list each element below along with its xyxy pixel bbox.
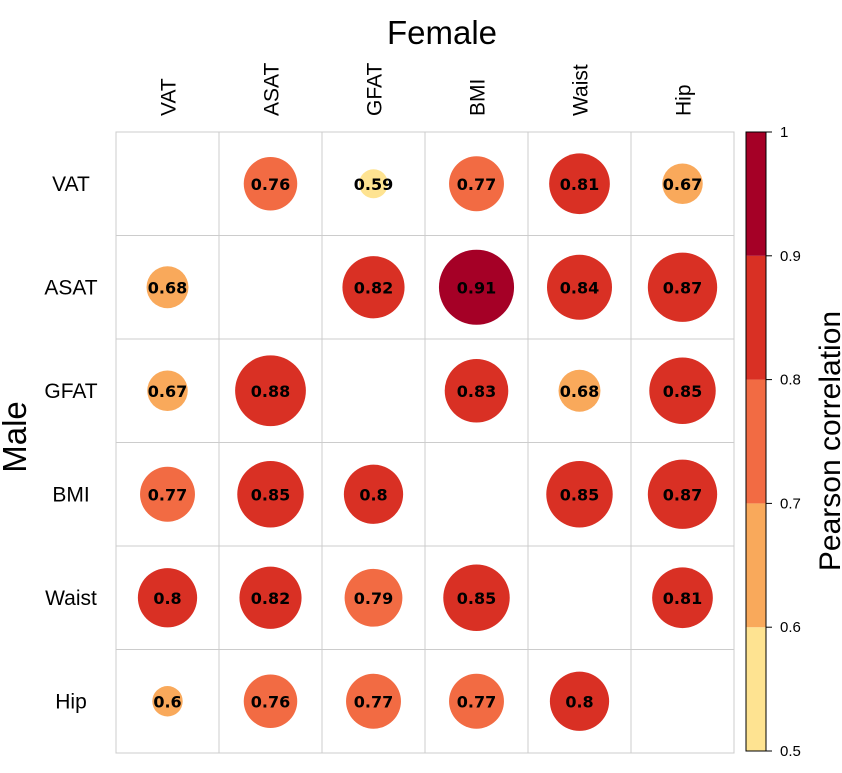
correlation-value: 0.59 [354, 175, 393, 194]
correlation-value: 0.8 [565, 692, 593, 711]
y-axis-title: Male [0, 401, 33, 473]
row-label: ASAT [44, 276, 97, 299]
row-label: Hip [55, 690, 87, 713]
correlation-circle [146, 266, 189, 309]
correlation-circle [444, 358, 509, 423]
column-label: GFAT [364, 63, 387, 116]
correlation-value: 0.76 [251, 692, 290, 711]
correlation-circle [549, 671, 610, 731]
correlation-circle [549, 153, 610, 215]
correlation-value: 0.87 [663, 485, 702, 504]
correlation-value: 0.82 [251, 589, 290, 608]
correlation-circle [449, 673, 504, 729]
row-label: BMI [52, 483, 89, 506]
correlation-value: 0.79 [354, 589, 393, 608]
correlation-circle [546, 254, 613, 320]
correlation-value: 0.87 [663, 278, 702, 297]
correlation-circle [237, 461, 304, 528]
correlation-value: 0.77 [457, 175, 496, 194]
correlation-circle [342, 256, 405, 319]
correlation-circle [443, 564, 510, 631]
correlation-value: 0.67 [148, 382, 187, 401]
colorbar-tick-label: 0.6 [780, 619, 801, 636]
row-label: GFAT [44, 380, 97, 403]
colorbar-tick-label: 0.7 [780, 495, 801, 512]
correlation-circle [235, 355, 306, 427]
correlation-circle [346, 673, 401, 729]
circles [137, 153, 718, 731]
colorbar: 0.5 0.6 0.7 0.8 0.9 1 [745, 124, 801, 760]
grid [115, 131, 735, 754]
correlation-circle [243, 674, 298, 728]
colorbar-tick-label: 0.8 [780, 372, 801, 389]
correlation-circle [147, 370, 188, 412]
correlation-circle [243, 157, 298, 211]
correlation-circle [344, 568, 403, 627]
correlation-value: 0.81 [663, 589, 702, 608]
correlation-circle [152, 686, 183, 717]
colorbar-segment [746, 503, 766, 628]
column-label: VAT [158, 78, 181, 116]
correlation-circle [239, 566, 302, 629]
column-label: ASAT [261, 63, 284, 116]
correlation-value: 0.6 [153, 692, 181, 711]
correlation-value: 0.76 [251, 175, 290, 194]
correlation-value: 0.84 [560, 278, 599, 297]
correlation-circle [546, 461, 613, 528]
correlation-value: 0.77 [354, 692, 393, 711]
colorbar-segment [746, 379, 766, 504]
correlation-value: 0.8 [359, 485, 387, 504]
correlation-circle [662, 163, 703, 205]
correlation-value: 0.68 [148, 278, 187, 297]
correlation-circle [647, 252, 718, 322]
correlation-value: 0.77 [457, 692, 496, 711]
correlation-circle [449, 156, 504, 212]
row-label: Waist [45, 587, 97, 610]
correlation-value: 0.85 [663, 382, 702, 401]
correlation-circle [558, 369, 601, 412]
correlation-circle [343, 464, 404, 524]
correlation-circle [140, 466, 195, 522]
colorbar-segment [746, 255, 766, 380]
correlation-value: 0.81 [560, 175, 599, 194]
colorbar-segment [746, 132, 766, 256]
correlation-value: 0.88 [251, 382, 290, 401]
correlation-value: 0.77 [148, 485, 187, 504]
colorbar-tick-label: 0.5 [780, 743, 801, 760]
x-axis-title: Female [387, 14, 497, 51]
correlation-value: 0.8 [153, 589, 181, 608]
correlation-circle [649, 357, 716, 424]
column-label: BMI [467, 79, 490, 116]
colorbar-segment [746, 627, 766, 751]
correlation-value: 0.91 [457, 278, 496, 297]
column-label: Hip [673, 84, 696, 116]
colorbar-frame [745, 131, 767, 752]
correlation-circle [137, 568, 198, 628]
row-labels: VAT ASAT GFAT BMI Waist Hip [44, 173, 97, 714]
correlation-value: 0.85 [457, 589, 496, 608]
correlation-value: 0.85 [251, 485, 290, 504]
column-labels: VAT ASAT GFAT BMI Waist Hip [158, 63, 696, 116]
column-label: Waist [570, 64, 593, 116]
correlation-circle [652, 567, 713, 629]
correlation-value: 0.82 [354, 278, 393, 297]
colorbar-tick-label: 1 [780, 124, 788, 141]
colorbar-tick-label: 0.9 [780, 248, 801, 265]
correlation-value: 0.85 [560, 485, 599, 504]
correlation-value: 0.67 [663, 175, 702, 194]
colorbar-label: Pearson correlation [814, 311, 842, 571]
row-label: VAT [52, 173, 90, 196]
value-labels: 0.76 0.59 0.77 0.81 0.67 0.68 0.82 0.91 0.84 0.87… [148, 175, 702, 712]
correlation-circle [647, 459, 718, 529]
correlation-circle [438, 249, 515, 325]
correlation-circle [359, 169, 388, 199]
correlation-value: 0.68 [560, 382, 599, 401]
correlation-value: 0.83 [457, 382, 496, 401]
